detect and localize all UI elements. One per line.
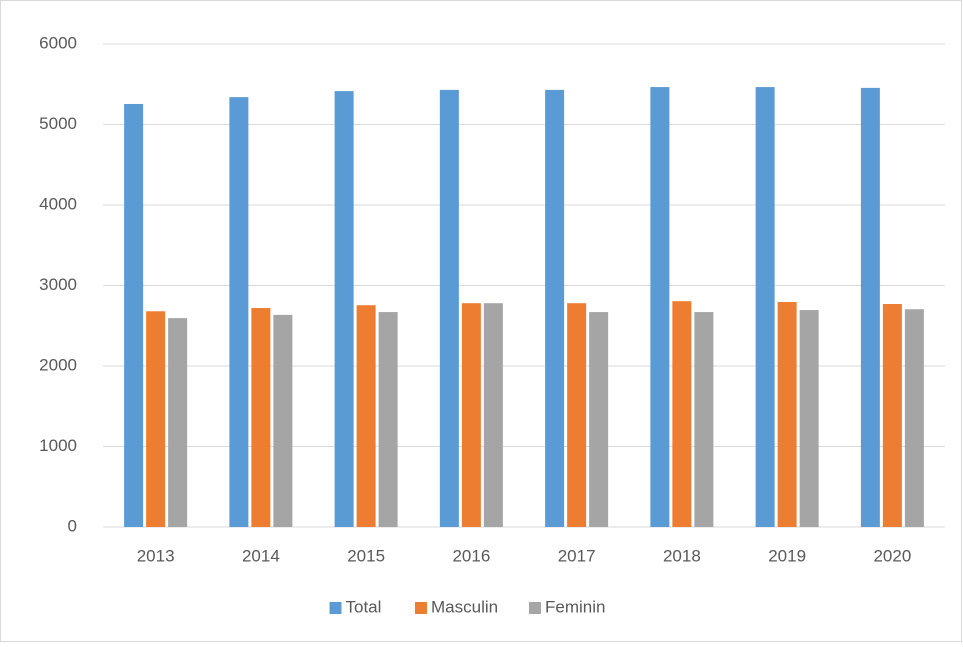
- bar: [483, 303, 503, 527]
- x-tick-label: 2018: [663, 546, 701, 565]
- y-tick-label: 2000: [39, 355, 77, 374]
- y-tick-label: 3000: [39, 275, 77, 294]
- y-tick-label: 1000: [39, 436, 77, 455]
- bar: [229, 97, 249, 527]
- x-tick-label: 2017: [558, 546, 596, 565]
- x-tick-label: 2014: [242, 546, 280, 565]
- legend-swatch: [415, 602, 427, 614]
- bar: [650, 87, 670, 527]
- bar: [799, 310, 819, 527]
- y-tick-label: 0: [68, 516, 77, 535]
- x-tick-label: 2013: [137, 546, 175, 565]
- x-tick-label: 2020: [873, 546, 911, 565]
- x-tick-label: 2016: [452, 546, 490, 565]
- legend-label: Feminin: [545, 597, 605, 616]
- x-tick-label: 2019: [768, 546, 806, 565]
- bar: [545, 89, 565, 527]
- bar: [356, 305, 376, 527]
- legend-label: Masculin: [431, 597, 498, 616]
- bar: [251, 308, 271, 527]
- bar: [461, 303, 481, 527]
- y-tick-label: 5000: [39, 114, 77, 133]
- bar: [860, 87, 880, 527]
- y-tick-label: 6000: [39, 33, 77, 52]
- bar: [672, 301, 692, 527]
- bar: [882, 304, 902, 527]
- y-tick-label: 4000: [39, 194, 77, 213]
- bar: [589, 312, 609, 527]
- legend-swatch: [529, 602, 541, 614]
- bar: [439, 89, 459, 527]
- x-tick-label: 2015: [347, 546, 385, 565]
- bar: [168, 318, 188, 527]
- bar: [567, 303, 587, 527]
- bar: [755, 87, 775, 527]
- legend-swatch: [329, 602, 342, 614]
- bar: [777, 302, 797, 527]
- bar: [694, 312, 714, 527]
- bar: [273, 314, 293, 527]
- bar: [378, 312, 398, 527]
- bar: [124, 103, 144, 527]
- bar: [334, 91, 354, 527]
- legend-label: Total: [346, 597, 382, 616]
- bar: [904, 309, 924, 527]
- bar: [146, 311, 166, 527]
